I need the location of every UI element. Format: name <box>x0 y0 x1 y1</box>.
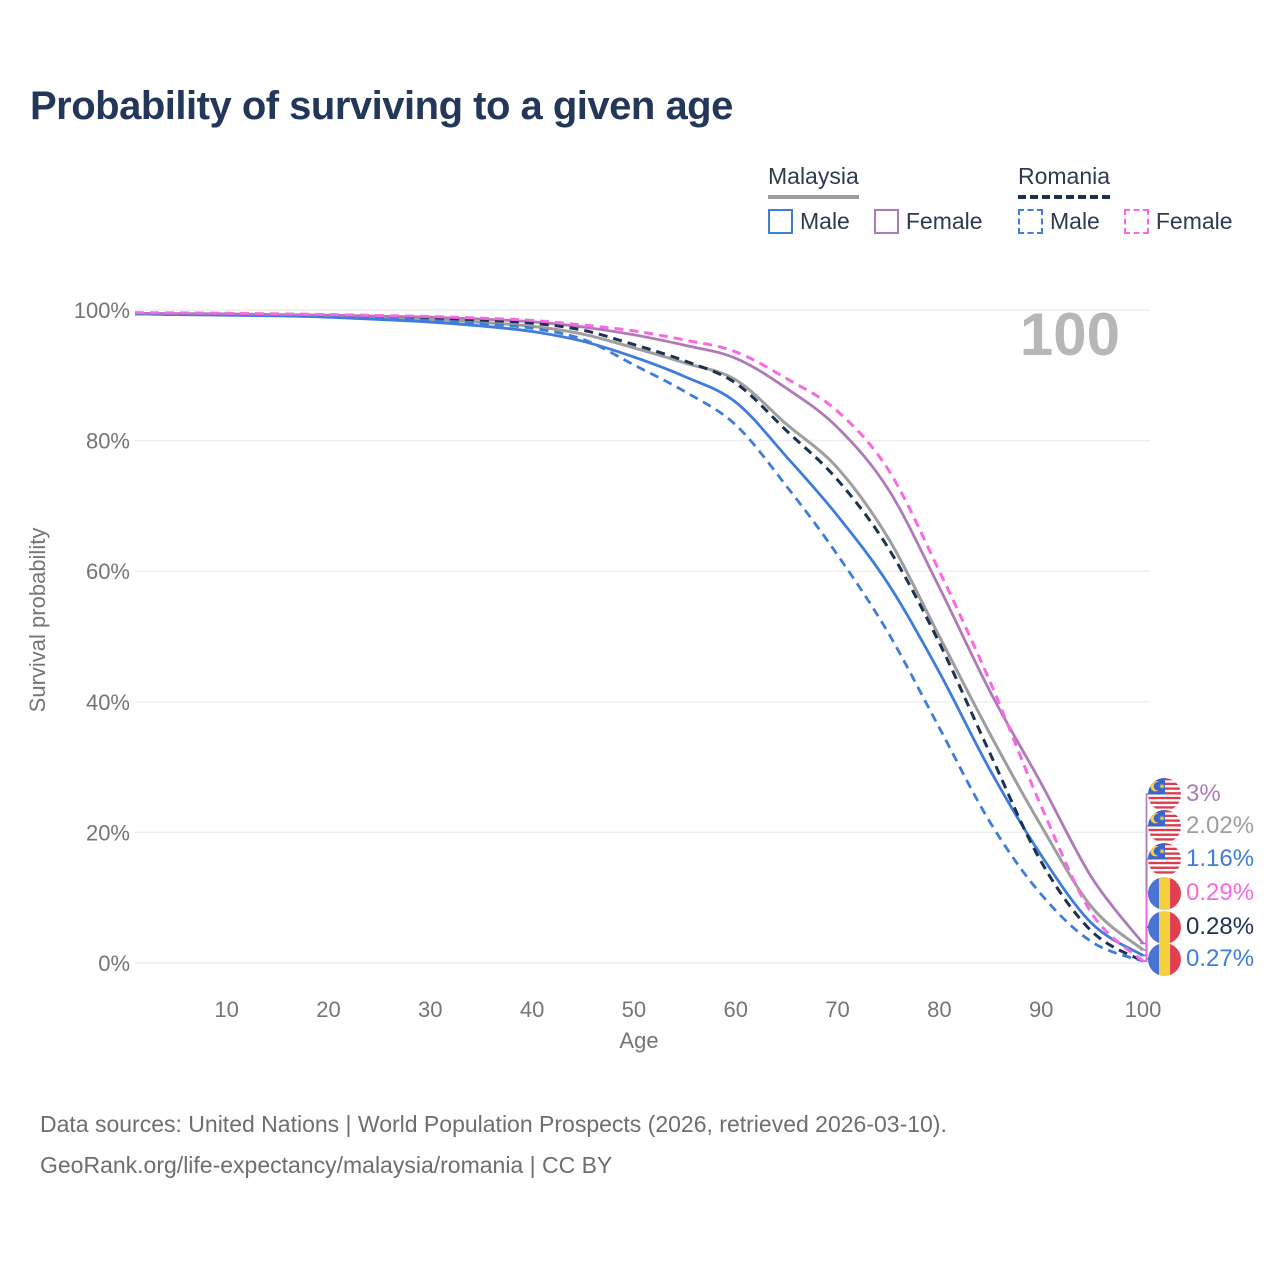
end-label-value-malaysia-male: 1.16% <box>1186 845 1255 872</box>
legend-country-malaysia[interactable]: Malaysia <box>768 163 859 199</box>
survival-curve-malaysia-female[interactable] <box>134 311 1145 945</box>
malaysia-flag-icon <box>1148 809 1181 843</box>
x-tick-label: 60 <box>723 997 747 1022</box>
end-label-value-romania-female: 0.29% <box>1186 879 1255 906</box>
y-tick-label: 40% <box>86 690 130 715</box>
survival-curve-romania-both[interactable] <box>134 311 1144 963</box>
footer-license-line: GeoRank.org/life-expectancy/malaysia/rom… <box>40 1152 613 1178</box>
romania-male-swatch-icon <box>1018 209 1043 234</box>
x-axis-title: Age <box>619 1028 658 1053</box>
malaysia-female-swatch-icon <box>873 209 899 234</box>
end-label-value-malaysia-female: 3% <box>1186 780 1221 807</box>
x-tick-label: 30 <box>418 997 442 1022</box>
x-tick-label: 90 <box>1029 997 1053 1022</box>
end-label-malaysia-female: 3% <box>1148 777 1221 811</box>
footer: Data sources: United Nations | World Pop… <box>40 1104 947 1186</box>
survival-curve-malaysia-male[interactable] <box>134 312 1144 957</box>
romania-flag-icon <box>1148 942 1181 976</box>
footer-source-line: Data sources: United Nations | World Pop… <box>40 1111 947 1137</box>
y-axis-title: Survival probability <box>25 528 50 713</box>
end-label-malaysia-both: 2.02% <box>1148 809 1254 843</box>
legend-country-romania[interactable]: Romania <box>1018 163 1111 199</box>
x-tick-label: 70 <box>825 997 849 1022</box>
x-tick-label: 20 <box>316 997 340 1022</box>
legend-item-romania-male[interactable]: Male <box>1018 208 1100 235</box>
y-tick-label: 0% <box>98 951 130 976</box>
legend-label-romania-male: Male <box>1050 208 1100 234</box>
y-tick-label: 80% <box>86 429 130 454</box>
malaysia-flag-icon <box>1148 842 1181 876</box>
x-tick-label: 50 <box>622 997 646 1022</box>
end-label-romania-male: 0.27% <box>1148 942 1254 976</box>
y-tick-label: 20% <box>86 820 130 845</box>
survival-curve-romania-male[interactable] <box>134 312 1144 963</box>
age-indicator: 100 <box>1019 301 1120 368</box>
legend-label-malaysia-female: Female <box>905 208 983 234</box>
romania-flag-icon <box>1148 876 1181 910</box>
x-tick-label: 10 <box>214 997 238 1022</box>
malaysia-flag-icon <box>1148 777 1181 811</box>
romania-flag-icon <box>1148 910 1181 944</box>
legend-item-malaysia-male[interactable]: Male <box>768 208 850 235</box>
page-title: Probability of surviving to a given age <box>30 84 733 128</box>
survival-curve-romania-female[interactable] <box>134 311 1145 963</box>
end-label-value-malaysia-both: 2.02% <box>1186 812 1255 839</box>
y-tick-label: 60% <box>86 559 130 584</box>
legend-group-romania: Romania Male Female <box>1018 163 1233 235</box>
legend-item-romania-female[interactable]: Female <box>1123 208 1233 235</box>
end-label-malaysia-male: 1.16% <box>1148 842 1254 876</box>
end-label-value-romania-both: 0.28% <box>1186 913 1255 940</box>
end-label-value-romania-male: 0.27% <box>1186 945 1255 972</box>
x-tick-label: 80 <box>927 997 951 1022</box>
legend-label-malaysia-male: Male <box>800 208 850 234</box>
legend-item-malaysia-female[interactable]: Female <box>873 208 983 235</box>
end-label-romania-both: 0.28% <box>1148 910 1254 944</box>
malaysia-male-swatch-icon <box>768 209 793 234</box>
legend-group-malaysia: Malaysia Male Female <box>768 163 983 235</box>
end-label-romania-female: 0.29% <box>1148 876 1254 910</box>
romania-female-swatch-icon <box>1123 209 1149 234</box>
y-tick-label: 100% <box>74 298 130 323</box>
legend-label-romania-female: Female <box>1155 208 1233 234</box>
x-tick-label: 100 <box>1125 997 1162 1022</box>
x-tick-label: 40 <box>520 997 544 1022</box>
survival-curve-malaysia-both[interactable] <box>134 312 1144 951</box>
